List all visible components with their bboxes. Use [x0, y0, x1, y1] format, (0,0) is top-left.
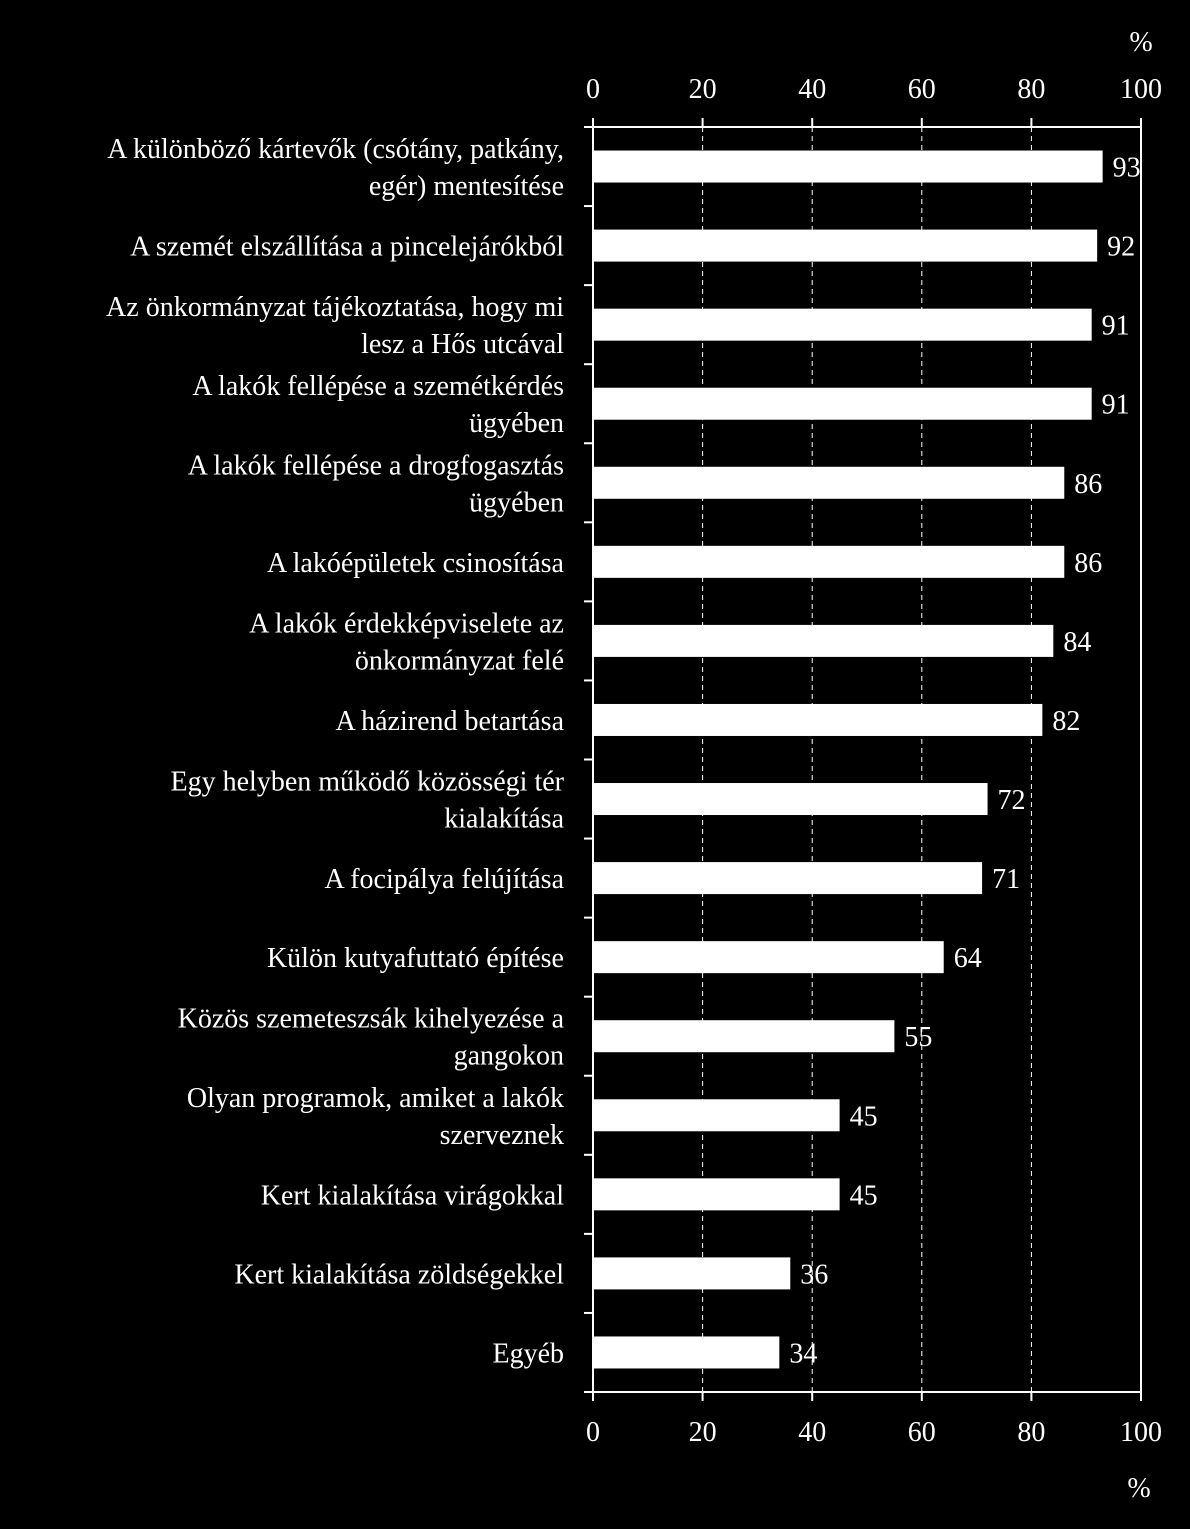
bar-3 [593, 308, 1092, 341]
bar-9 [593, 783, 988, 816]
data-label-1: 93 [1113, 153, 1141, 184]
data-label-3: 91 [1102, 311, 1130, 342]
category-label-2-line-1: A szemét elszállítása a pincelejárókból [130, 232, 564, 263]
top-tick-label-80: 80 [1017, 74, 1045, 105]
bottom-tick-label-40: 40 [798, 1417, 826, 1448]
bar-1 [593, 150, 1103, 183]
bar-14 [593, 1178, 840, 1211]
bottom-tick-label-80: 80 [1017, 1417, 1045, 1448]
top-tick-label-20: 20 [689, 74, 717, 105]
bar-2 [593, 229, 1098, 262]
bar-6 [593, 545, 1065, 578]
data-label-5: 86 [1074, 469, 1102, 500]
category-label-7-line-2: önkormányzat felé [355, 645, 564, 676]
top-tick-label-60: 60 [908, 74, 936, 105]
category-label-10-line-1: A focipálya felújítása [325, 864, 565, 895]
bottom-unit-label: % [1127, 1473, 1150, 1504]
bottom-tick-label-20: 20 [689, 1417, 717, 1448]
bars [593, 150, 1103, 1369]
labels: 0 0 20 20 40 40 60 60 80 80 100 100%% 93 A különböző … [106, 27, 1162, 1504]
category-label-16-line-1: Egyéb [492, 1338, 564, 1369]
bottom-tick-label-100: 100 [1120, 1417, 1162, 1448]
category-label-4-line-2: ügyében [469, 408, 564, 439]
category-label-14-line-1: Kert kialakítása virágokkal [261, 1180, 564, 1211]
bar-4 [593, 387, 1092, 420]
category-label-8-line-1: A házirend betartása [335, 706, 564, 737]
bar-10 [593, 862, 983, 895]
top-tick-label-100: 100 [1120, 74, 1162, 105]
category-label-5-line-1: A lakók fellépése a drogfogasztás [188, 450, 564, 481]
data-label-8: 82 [1052, 706, 1080, 737]
data-label-14: 45 [850, 1180, 878, 1211]
data-label-12: 55 [904, 1022, 932, 1053]
bar-13 [593, 1099, 840, 1132]
data-label-9: 72 [998, 785, 1026, 816]
top-unit-label: % [1129, 27, 1152, 58]
data-label-7: 84 [1063, 627, 1091, 658]
data-label-10: 71 [992, 864, 1020, 895]
category-label-9-line-2: kialakítása [444, 804, 564, 835]
category-label-4-line-1: A lakók fellépése a szemétkérdés [192, 371, 564, 402]
category-label-3-line-2: lesz a Hős utcával [361, 329, 564, 360]
category-label-13-line-1: Olyan programok, amiket a lakók [187, 1083, 564, 1114]
category-label-1-line-1: A különböző kártevők (csótány, patkány, [107, 134, 564, 165]
data-label-11: 64 [954, 943, 982, 974]
category-label-7-line-1: A lakók érdekképviselete az [249, 608, 564, 639]
bar-12 [593, 1020, 895, 1053]
top-tick-label-40: 40 [798, 74, 826, 105]
bar-15 [593, 1257, 791, 1290]
data-label-4: 91 [1102, 390, 1130, 421]
bar-7 [593, 624, 1054, 657]
category-label-12-line-1: Közös szemeteszsák kihelyezése a [178, 1004, 565, 1035]
bottom-tick-label-0: 0 [586, 1417, 600, 1448]
data-label-16: 34 [789, 1338, 817, 1369]
category-label-3-line-1: Az önkormányzat tájékoztatása, hogy mi [106, 292, 564, 323]
category-label-15-line-1: Kert kialakítása zöldségekkel [234, 1259, 564, 1290]
data-label-13: 45 [850, 1101, 878, 1132]
data-label-2: 92 [1107, 232, 1135, 263]
category-label-5-line-2: ügyében [469, 487, 564, 518]
data-label-15: 36 [800, 1259, 828, 1290]
top-tick-label-0: 0 [586, 74, 600, 105]
bar-16 [593, 1336, 780, 1369]
category-label-12-line-2: gangokon [454, 1041, 564, 1072]
bar-8 [593, 703, 1043, 736]
category-label-11-line-1: Külön kutyafuttató építése [267, 943, 564, 974]
bottom-tick-label-60: 60 [908, 1417, 936, 1448]
data-label-6: 86 [1074, 548, 1102, 579]
bar-11 [593, 941, 944, 974]
category-label-6-line-1: A lakóépületek csinosítása [267, 548, 565, 579]
category-label-1-line-2: egér) mentesítése [369, 171, 564, 202]
category-label-9-line-1: Egy helyben működő közösségi tér [171, 767, 565, 798]
bar-5 [593, 466, 1065, 499]
category-label-13-line-2: szerveznek [440, 1120, 564, 1151]
